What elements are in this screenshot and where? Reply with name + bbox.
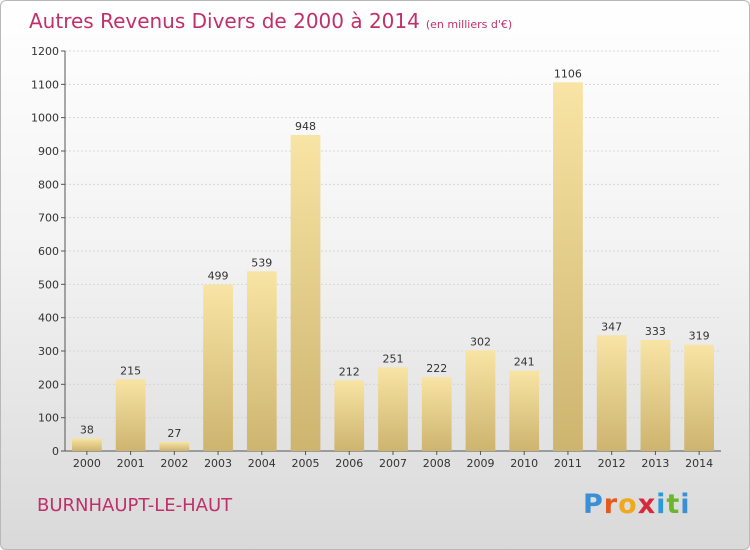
x-tick-label: 2002 — [160, 457, 188, 470]
x-tick-label: 2001 — [117, 457, 145, 470]
y-tick-label: 200 — [38, 378, 59, 391]
x-tick-label: 2003 — [204, 457, 232, 470]
bar-2010 — [509, 370, 540, 451]
bar-2005 — [290, 135, 321, 451]
y-tick-label: 300 — [38, 345, 59, 358]
x-tick-label: 2011 — [554, 457, 582, 470]
x-tick-label: 2012 — [598, 457, 626, 470]
x-tick-label: 2013 — [641, 457, 669, 470]
x-tick-label: 2006 — [335, 457, 363, 470]
data-label: 347 — [601, 320, 622, 333]
bar-2013 — [640, 340, 671, 451]
x-tick-label: 2009 — [466, 457, 494, 470]
y-tick-label: 1000 — [31, 112, 59, 125]
labels: 0 100 200 300 400 500 600 700 800 900 1000 1100 1200… — [31, 45, 713, 470]
y-tick-label: 400 — [38, 312, 59, 325]
data-label: 251 — [383, 352, 404, 365]
x-tick-label: 2014 — [685, 457, 713, 470]
x-tick-label: 2000 — [73, 457, 101, 470]
data-label: 222 — [426, 362, 447, 375]
y-tick-label: 700 — [38, 212, 59, 225]
data-label: 319 — [689, 330, 710, 343]
logo-letter: o — [618, 489, 638, 520]
y-tick-label: 800 — [38, 178, 59, 191]
y-tick-label: 100 — [38, 412, 59, 425]
bar-2004 — [246, 271, 277, 451]
data-label: 212 — [339, 365, 360, 378]
x-tick-label: 2004 — [248, 457, 276, 470]
bar-2007 — [378, 367, 408, 451]
x-tick-label: 2010 — [510, 457, 538, 470]
logo-letter: P — [583, 489, 604, 520]
data-label: 499 — [208, 270, 229, 283]
data-label: 241 — [514, 356, 535, 369]
data-label: 302 — [470, 335, 491, 348]
logo-letter: x — [637, 489, 657, 520]
bars — [71, 82, 715, 451]
logo-letter: t — [666, 489, 681, 520]
commune-name: BURNHAUPT-LE-HAUT — [37, 495, 233, 516]
bar-2011 — [553, 82, 583, 451]
y-tick-label: 1200 — [31, 45, 59, 58]
bar-2009 — [465, 350, 496, 451]
chart-title-main: Autres Revenus Divers de 2000 à 2014 — [29, 9, 420, 33]
bar-2014 — [684, 344, 715, 451]
y-tick-label: 600 — [38, 245, 59, 258]
data-label: 215 — [120, 364, 141, 377]
bar-2002 — [159, 442, 190, 451]
y-tick-label: 500 — [38, 278, 59, 291]
proxiti-logo: Proxiti — [583, 489, 691, 520]
data-label: 1106 — [554, 67, 582, 80]
data-label: 539 — [251, 256, 272, 269]
logo-letter: i — [656, 489, 667, 520]
logo-letter: i — [680, 489, 691, 520]
data-label: 948 — [295, 120, 316, 133]
y-tick-label: 900 — [38, 145, 59, 158]
bar-2003 — [203, 284, 233, 451]
y-tick-label: 1100 — [31, 78, 59, 91]
bar-2012 — [596, 335, 627, 451]
logo-letter: r — [603, 489, 619, 520]
chart-title: Autres Revenus Divers de 2000 à 2014 (en … — [29, 9, 512, 33]
bar-2008 — [421, 377, 452, 451]
bar-2006 — [334, 380, 365, 451]
x-tick-label: 2008 — [423, 457, 451, 470]
chart-title-unit: (en milliers d'€) — [425, 18, 513, 31]
data-label: 27 — [167, 427, 181, 440]
x-tick-label: 2007 — [379, 457, 407, 470]
bar-2000 — [71, 438, 102, 451]
data-label: 333 — [645, 325, 666, 338]
bar-2001 — [115, 379, 146, 451]
data-label: 38 — [80, 423, 94, 436]
x-tick-label: 2005 — [292, 457, 320, 470]
y-tick-label: 0 — [52, 445, 59, 458]
